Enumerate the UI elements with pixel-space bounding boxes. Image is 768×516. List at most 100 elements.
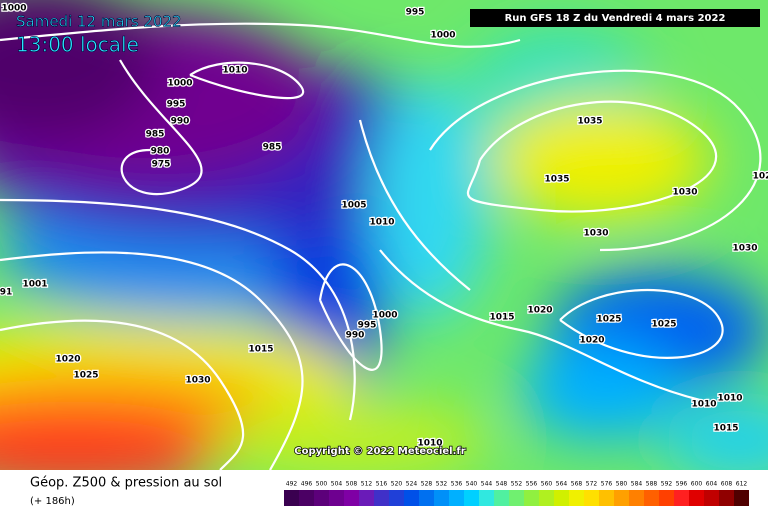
legend-label: 572 <box>586 481 598 488</box>
legend-label: 580 <box>616 481 628 488</box>
isobars <box>0 22 762 470</box>
legend-swatch <box>284 490 299 506</box>
legend-label: 548 <box>496 481 508 488</box>
legend-swatch <box>614 490 629 506</box>
legend-swatch <box>374 490 389 506</box>
legend-swatch <box>674 490 689 506</box>
legend-swatch <box>644 490 659 506</box>
isobar-label: 1010 <box>691 400 716 410</box>
isobar-label: 1020 <box>55 355 80 365</box>
isobar-label: 1010 <box>717 394 742 404</box>
isobar-label: 985 <box>146 130 165 140</box>
isobar-label: 995 <box>358 321 377 331</box>
isobar-label: 1000 <box>430 31 455 41</box>
isobar-label: 1015 <box>713 424 738 434</box>
legend-label: 560 <box>541 481 553 488</box>
legend-swatch <box>419 490 434 506</box>
isobar-label: 990 <box>171 117 190 127</box>
legend-swatch <box>554 490 569 506</box>
isobar-label: 1025 <box>73 371 98 381</box>
footer-title: Géop. Z500 & pression au sol <box>30 476 222 491</box>
legend-label: 516 <box>376 481 388 488</box>
legend-label: 612 <box>736 481 748 488</box>
legend-label: 588 <box>646 481 658 488</box>
legend-label: 500 <box>316 481 328 488</box>
isobar-label: 1030 <box>185 376 210 386</box>
legend-label: 532 <box>436 481 448 488</box>
isobar-label: 1035 <box>577 117 602 127</box>
isobar-label: 1010 <box>369 218 394 228</box>
legend-label: 524 <box>406 481 418 488</box>
legend-swatch <box>434 490 449 506</box>
legend-swatch <box>494 490 509 506</box>
legend-label: 504 <box>331 481 343 488</box>
legend-swatch <box>329 490 344 506</box>
legend-label: 536 <box>451 481 463 488</box>
isobar-label: 91 <box>0 288 12 298</box>
legend-label: 576 <box>601 481 613 488</box>
isobar-label: 995 <box>406 8 425 18</box>
legend-label: 600 <box>691 481 703 488</box>
legend-swatch <box>464 490 479 506</box>
copyright: Copyright © 2022 Meteociel.fr <box>294 446 465 457</box>
isobar-label: 1025 <box>651 320 676 330</box>
legend-swatch <box>584 490 599 506</box>
legend-swatch <box>449 490 464 506</box>
legend-swatch <box>314 490 329 506</box>
legend-label: 552 <box>511 481 523 488</box>
legend-label: 520 <box>391 481 403 488</box>
isobar-label: 1020 <box>579 336 604 346</box>
legend-label: 604 <box>706 481 718 488</box>
isobar-label: 985 <box>263 143 282 153</box>
legend-label: 608 <box>721 481 733 488</box>
isobar-label: 995 <box>167 100 186 110</box>
isobar-label: 1010 <box>222 66 247 76</box>
legend-swatch <box>704 490 719 506</box>
isobar-label: 1000 <box>1 4 26 14</box>
legend-swatch <box>509 490 524 506</box>
isobar-label: 1001 <box>22 280 47 290</box>
legend-label: 528 <box>421 481 433 488</box>
isobar-label: 1005 <box>341 201 366 211</box>
legend-swatch <box>404 490 419 506</box>
legend-swatch <box>659 490 674 506</box>
legend-label: 492 <box>286 481 298 488</box>
legend-label: 496 <box>301 481 313 488</box>
isobar-label: 1025 <box>596 315 621 325</box>
legend-swatch <box>344 490 359 506</box>
legend-label: 564 <box>556 481 568 488</box>
legend-swatch <box>569 490 584 506</box>
isobar-label: 975 <box>152 160 171 170</box>
isobar-label: 1000 <box>372 311 397 321</box>
date: Samedi 12 mars 2022 <box>16 13 182 31</box>
legend-swatch <box>689 490 704 506</box>
legend-label: 584 <box>631 481 643 488</box>
legend-swatch <box>389 490 404 506</box>
isobar-label: 980 <box>151 147 170 157</box>
run-info: Run GFS 18 Z du Vendredi 4 mars 2022 <box>505 13 726 24</box>
colorbar: 492 496 500 504 508 512 516 520 524 528 532 536 540 5… <box>284 481 749 506</box>
legend-swatch <box>299 490 314 506</box>
legend-label: 596 <box>676 481 688 488</box>
field <box>0 0 768 470</box>
legend-swatch <box>629 490 644 506</box>
legend-label: 540 <box>466 481 478 488</box>
run-box <box>470 9 760 27</box>
isobar-label: 1010 <box>417 439 442 449</box>
legend-swatch <box>719 490 734 506</box>
legend-label: 592 <box>661 481 673 488</box>
legend-label: 508 <box>346 481 358 488</box>
legend-swatch <box>539 490 554 506</box>
footer-lead: (+ 186h) <box>30 496 75 507</box>
legend-swatch <box>359 490 374 506</box>
time: 13:00 locale <box>16 33 139 57</box>
isobar-label: 1030 <box>583 229 608 239</box>
legend-label: 568 <box>571 481 583 488</box>
legend-swatch <box>479 490 494 506</box>
isobar-label: 990 <box>346 331 365 341</box>
legend-swatch <box>734 490 749 506</box>
isobar-label: 1000 <box>167 79 192 89</box>
legend-swatch <box>599 490 614 506</box>
legend-label: 544 <box>481 481 493 488</box>
isobar-label: 102 <box>753 172 768 182</box>
